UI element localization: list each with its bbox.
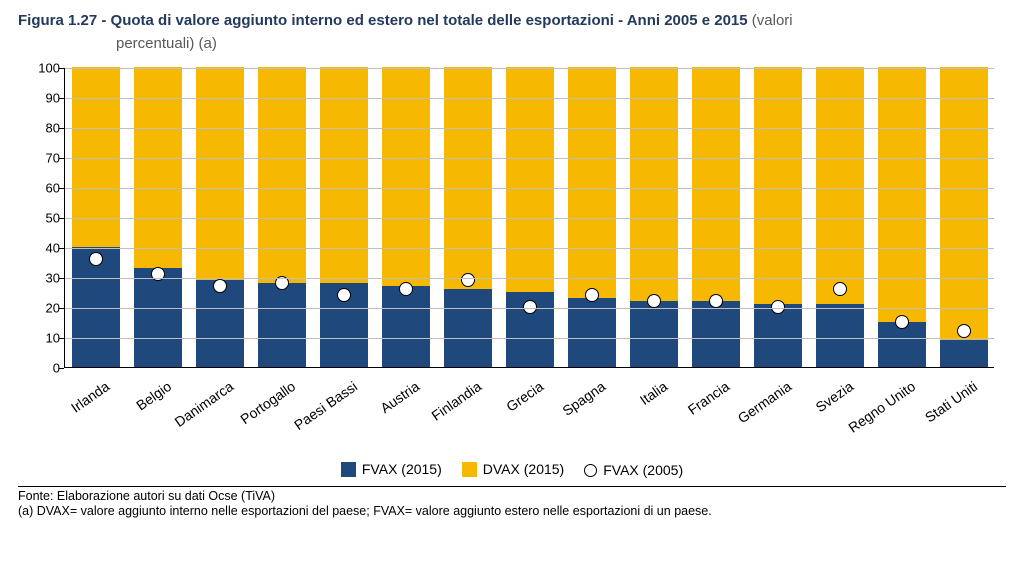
y-tick <box>59 338 64 339</box>
y-tick <box>59 188 64 189</box>
bar-dvax-2015 <box>692 67 740 301</box>
bar-dvax-2015 <box>878 67 926 322</box>
grid-line <box>65 188 994 189</box>
grid-line <box>65 218 994 219</box>
y-tick <box>59 248 64 249</box>
title-sub-line2: percentuali) (a) <box>116 35 217 52</box>
legend-item: DVAX (2015) <box>462 461 564 477</box>
marker-fvax-2005 <box>213 279 227 293</box>
plot-area <box>64 68 994 368</box>
marker-fvax-2005 <box>833 282 847 296</box>
chart-footer: Fonte: Elaborazione autori su dati Ocse … <box>18 486 1006 520</box>
grid-line <box>65 308 994 309</box>
title-main: Quota di valore aggiunto interno ed este… <box>111 12 748 29</box>
legend: FVAX (2015) DVAX (2015) FVAX (2005) <box>18 461 1006 480</box>
marker-fvax-2005 <box>461 273 475 287</box>
marker-fvax-2005 <box>895 315 909 329</box>
grid-line <box>65 248 994 249</box>
grid-line <box>65 98 994 99</box>
bar-dvax-2015 <box>382 67 430 286</box>
legend-swatch <box>462 462 477 477</box>
bar-dvax-2015 <box>816 67 864 304</box>
marker-fvax-2005 <box>399 282 413 296</box>
legend-item: FVAX (2005) <box>584 462 683 478</box>
bar-dvax-2015 <box>320 67 368 283</box>
bar-dvax-2015 <box>630 67 678 301</box>
bar-fvax-2015 <box>382 286 430 367</box>
grid-line <box>65 278 994 279</box>
marker-fvax-2005 <box>337 288 351 302</box>
marker-fvax-2005 <box>523 300 537 314</box>
bar-fvax-2015 <box>816 304 864 367</box>
grid-line <box>65 128 994 129</box>
grid-line <box>65 338 994 339</box>
legend-swatch <box>341 462 356 477</box>
marker-fvax-2005 <box>771 300 785 314</box>
bar-fvax-2015 <box>134 268 182 367</box>
footer-source: Fonte: Elaborazione autori su dati Ocse … <box>18 489 1006 505</box>
y-tick-label: 70 <box>22 150 60 165</box>
y-tick <box>59 68 64 69</box>
bar-fvax-2015 <box>444 289 492 367</box>
chart-area: 0102030405060708090100 IrlandaBelgioDani… <box>18 60 1006 480</box>
marker-fvax-2005 <box>647 294 661 308</box>
y-tick <box>59 308 64 309</box>
y-tick-label: 20 <box>22 300 60 315</box>
y-tick-label: 40 <box>22 240 60 255</box>
y-tick-label: 50 <box>22 210 60 225</box>
y-tick <box>59 368 64 369</box>
marker-fvax-2005 <box>585 288 599 302</box>
bar-fvax-2015 <box>196 280 244 367</box>
y-tick <box>59 98 64 99</box>
legend-marker-icon <box>584 464 597 477</box>
marker-fvax-2005 <box>957 324 971 338</box>
legend-label: FVAX (2015) <box>362 461 442 477</box>
y-tick <box>59 158 64 159</box>
bar-dvax-2015 <box>754 67 802 304</box>
footer-note: (a) DVAX= valore aggiunto interno nelle … <box>18 504 1006 520</box>
bar-dvax-2015 <box>506 67 554 292</box>
legend-label: FVAX (2005) <box>603 462 683 478</box>
y-tick-label: 0 <box>22 360 60 375</box>
bar-fvax-2015 <box>630 301 678 367</box>
grid-line <box>65 158 994 159</box>
legend-item: FVAX (2015) <box>341 461 442 477</box>
y-tick <box>59 128 64 129</box>
marker-fvax-2005 <box>709 294 723 308</box>
marker-fvax-2005 <box>89 252 103 266</box>
chart-title: Figura 1.27 - Quota di valore aggiunto i… <box>18 12 1006 31</box>
bar-dvax-2015 <box>444 67 492 289</box>
bar-fvax-2015 <box>692 301 740 367</box>
y-tick-label: 90 <box>22 90 60 105</box>
bar-dvax-2015 <box>940 67 988 340</box>
bar-dvax-2015 <box>258 67 306 283</box>
y-tick-label: 10 <box>22 330 60 345</box>
bar-dvax-2015 <box>568 67 616 298</box>
y-tick <box>59 218 64 219</box>
legend-label: DVAX (2015) <box>483 461 564 477</box>
bar-dvax-2015 <box>72 67 120 247</box>
bar-fvax-2015 <box>258 283 306 367</box>
y-tick-label: 60 <box>22 180 60 195</box>
y-tick-label: 80 <box>22 120 60 135</box>
grid-line <box>65 68 994 69</box>
y-tick-label: 30 <box>22 270 60 285</box>
y-tick-label: 100 <box>22 60 60 75</box>
bar-fvax-2015 <box>940 340 988 367</box>
figure-number: Figura 1.27 - <box>18 12 106 29</box>
title-sub-inline: (valori <box>752 12 793 29</box>
y-tick <box>59 278 64 279</box>
chart-title-line2: percentuali) (a) <box>18 35 1006 54</box>
